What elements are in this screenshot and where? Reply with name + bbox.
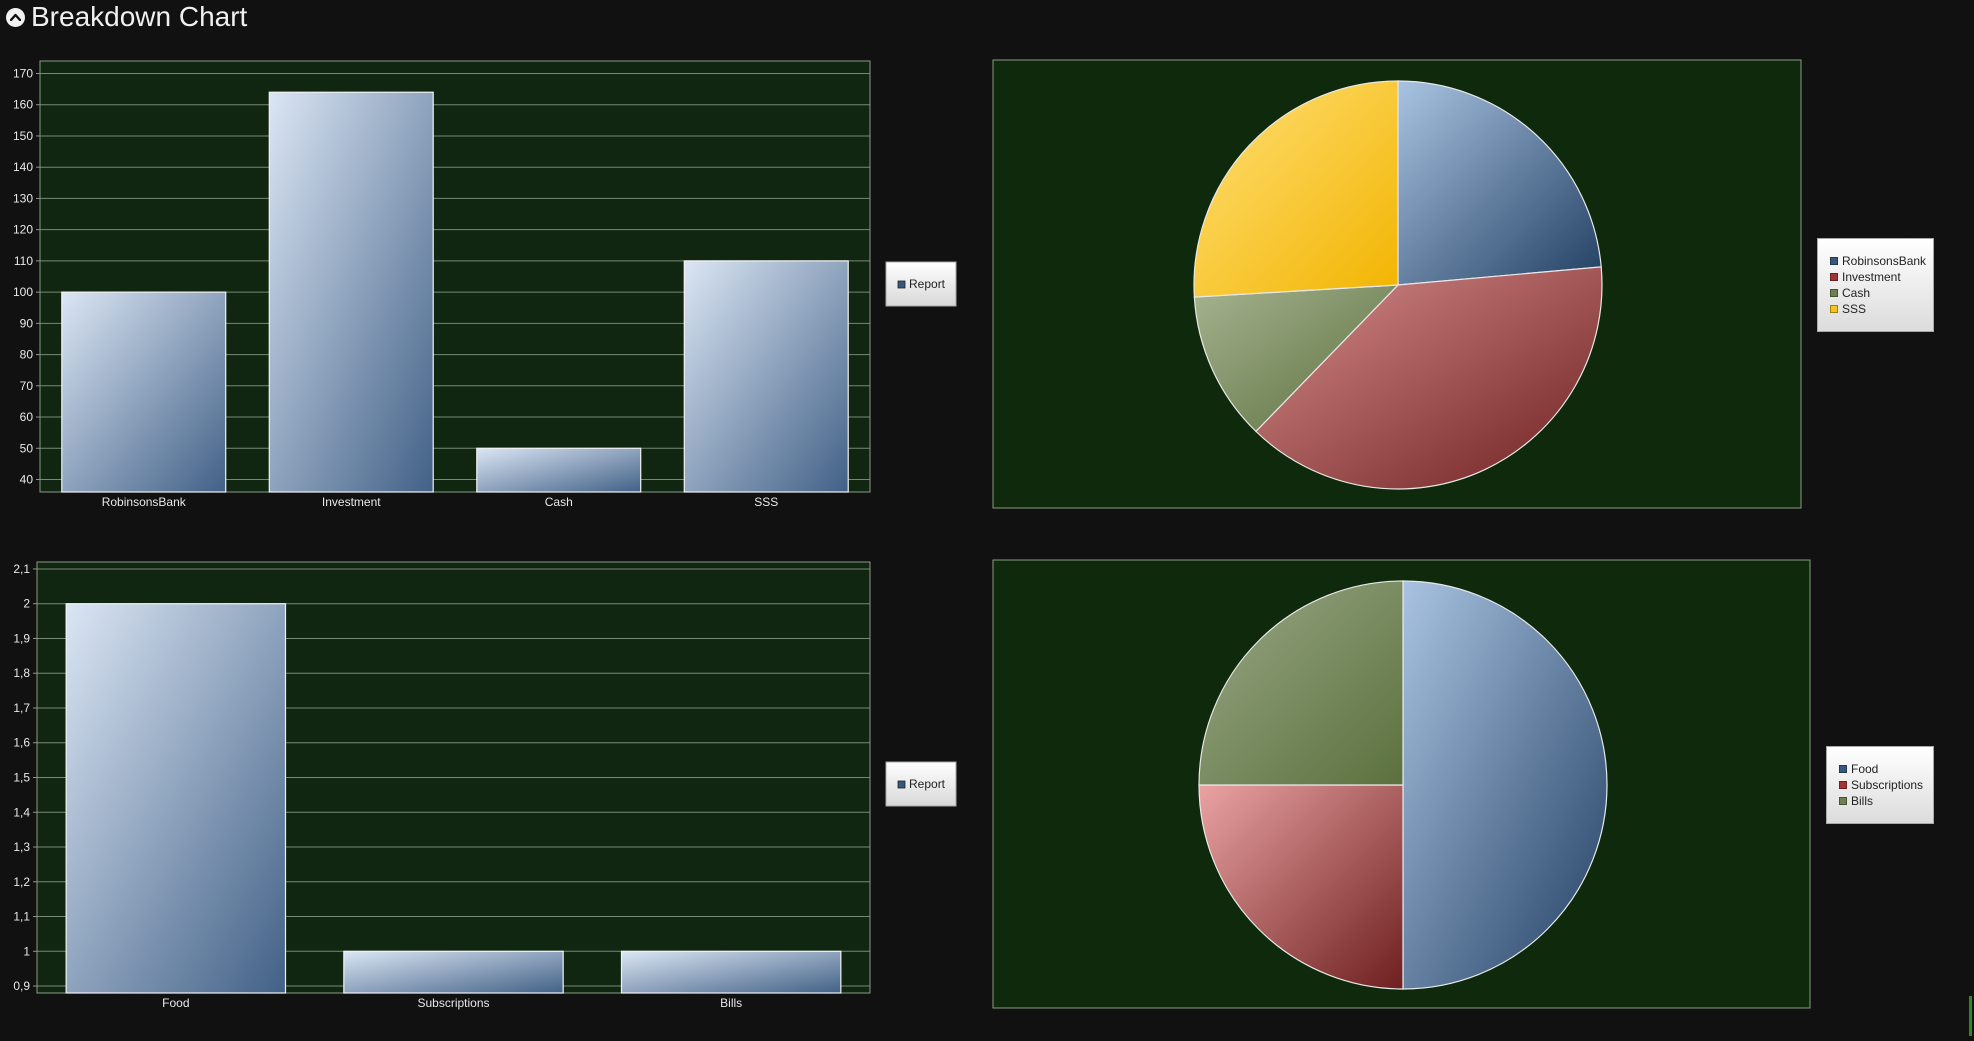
pie-slice-investment [1255,266,1603,490]
y-tick-label: 160 [13,98,33,112]
legend-item-food: Food [1839,761,1921,777]
legend-item-subscriptions: Subscriptions [1839,777,1924,793]
assets-pie-legend: RobinsonsBank Investment Cash SSS [1817,238,1934,332]
y-tick-label: 70 [20,379,34,393]
pie-slice-food [1402,580,1608,990]
legend-item-bills: Bills [1839,793,1921,809]
legend-swatch [897,780,906,789]
y-tick-label: 50 [20,441,34,455]
y-tick-label: 140 [13,160,33,174]
y-tick-label: 0,9 [13,979,30,993]
bar-subscriptions [343,950,564,994]
expenses-bar-chart: 0,9 1 1,1 1,2 1,3 1,4 1,5 1,6 1,7 1,8 1,9 2 2,1 Food S… [13,561,957,1010]
legend-label: Cash [1842,286,1871,300]
assets-bar-chart: 40 50 60 70 80 90 100 110 120 130 140 150 160 170 Robi… [13,60,957,509]
y-tick-label: 1,7 [13,701,30,715]
bar-cash [476,447,642,493]
y-tick-label: 1,3 [13,840,30,854]
x-tick-label: Bills [720,996,742,1010]
pie-slice-robinsonsbank [1397,80,1602,286]
pie-slice-cash [1193,284,1400,433]
legend-label: RobinsonsBank [1842,254,1927,268]
y-tick-label: 1,1 [13,910,30,924]
y-tick-label: 1,5 [13,771,30,785]
legend-swatch [1839,765,1847,773]
scrollbar[interactable] [1966,0,1974,1041]
expenses-pie-legend: Food Subscriptions Bills [1826,746,1934,824]
legend-label: Food [1851,762,1879,776]
legend-item-cash: Cash [1830,285,1921,301]
y-tick-label: 120 [13,223,33,237]
pie-slice-sss [1193,80,1399,298]
legend-label: Report [909,277,946,291]
expenses-pie-chart [992,559,1811,1009]
legend-label: Report [909,777,946,791]
y-tick-label: 80 [20,348,34,362]
bar-food [65,603,287,994]
y-tick-label: 1,8 [13,666,30,680]
y-tick-label: 40 [20,473,34,487]
legend-swatch [1839,781,1847,789]
y-tick-label: 1 [23,944,30,958]
x-tick-label: Food [162,996,189,1010]
y-tick-label: 1,9 [13,631,30,645]
legend-swatch [1830,273,1838,281]
y-tick-label: 130 [13,191,33,205]
y-tick-label: 2,1 [13,562,30,576]
legend-label: Subscriptions [1851,778,1924,792]
x-tick-label: Investment [322,495,381,509]
bar-sss [683,260,849,493]
legend-swatch [1830,289,1838,297]
pie-slice-subscriptions [1198,784,1404,990]
x-tick-label: Subscriptions [417,996,489,1010]
y-tick-label: 110 [14,254,33,268]
y-tick-label: 1,4 [13,805,30,819]
assets-pie-chart [992,59,1802,509]
bar-robinsonsbank [61,291,227,493]
x-tick-label: Cash [545,495,573,509]
bar-bills [620,950,842,994]
legend-swatch [1830,305,1838,313]
legend-swatch [1830,257,1838,265]
legend-label: SSS [1842,302,1867,316]
y-tick-label: 170 [13,66,33,80]
bar-investment [268,91,434,493]
pie-slice-bills [1198,580,1404,786]
scrollbar-thumb[interactable] [1969,996,1972,1036]
legend-item-robinsonsbank: RobinsonsBank [1830,253,1926,269]
y-tick-label: 1,6 [13,736,30,750]
y-tick-label: 60 [20,410,34,424]
page-title: Breakdown Chart [31,1,248,32]
legend-item-sss: SSS [1830,301,1921,317]
y-tick-label: 90 [20,316,34,330]
y-tick-label: 100 [13,285,33,299]
header: Breakdown Chart [6,0,247,34]
collapse-button[interactable] [6,7,25,27]
legend-swatch [897,280,906,289]
y-tick-label: 2 [23,597,30,611]
x-tick-label: SSS [754,495,778,509]
legend-item-investment: Investment [1830,269,1921,285]
chevron-up-icon [10,13,21,21]
legend-label: Bills [1851,794,1874,808]
legend-label: Investment [1842,270,1901,284]
y-tick-label: 1,2 [13,875,30,889]
x-tick-label: RobinsonsBank [102,495,187,509]
legend-swatch [1839,797,1847,805]
y-tick-label: 150 [13,129,33,143]
